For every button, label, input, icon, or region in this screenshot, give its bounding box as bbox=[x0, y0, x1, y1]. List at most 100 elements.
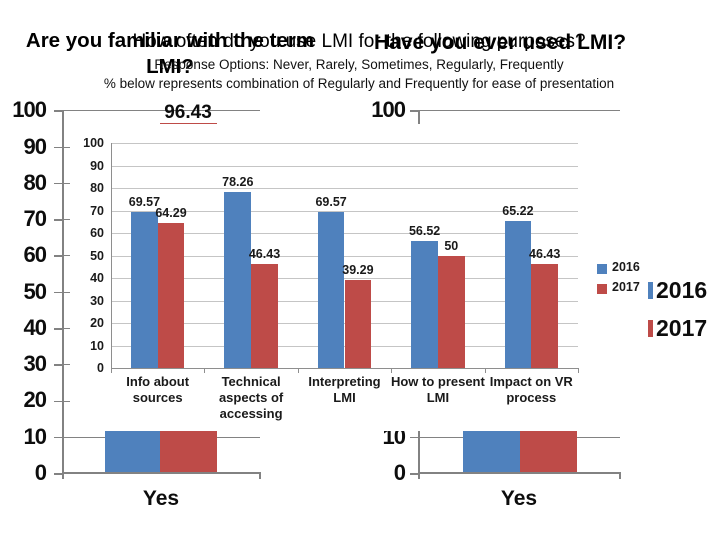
category-label: Technical aspects of accessing bbox=[218, 374, 284, 421]
bar-2016 bbox=[504, 221, 532, 368]
y-axis-label: 100 bbox=[12, 97, 47, 122]
bar-2016 bbox=[317, 211, 345, 368]
y-axis-label: 70 bbox=[90, 204, 104, 218]
value-label: 64.29 bbox=[155, 206, 187, 221]
y-axis-label: 40 bbox=[23, 315, 47, 340]
y-axis-label: 20 bbox=[23, 387, 47, 412]
y-axis-label: 100 bbox=[371, 97, 406, 122]
category-label-yes: Yes bbox=[500, 487, 538, 510]
y-axis-label: 90 bbox=[90, 159, 104, 173]
y-axis-tick bbox=[54, 473, 62, 475]
value-label: 39.29 bbox=[342, 262, 374, 277]
title-are-you-familiar-line1: Are you familiar with the term bbox=[25, 29, 315, 52]
bar-2017 bbox=[531, 263, 558, 368]
legend-label-2016: 2016 bbox=[612, 260, 640, 274]
legend-swatch-2016 bbox=[597, 264, 607, 274]
y-axis-tick bbox=[54, 436, 62, 439]
bar-2017 bbox=[437, 255, 465, 368]
x-axis-tick bbox=[111, 368, 112, 373]
title-are-you-familiar-line2: LMI? bbox=[146, 55, 194, 78]
bar-2016 bbox=[411, 240, 438, 368]
y-axis-tick bbox=[410, 110, 418, 112]
bar-2017 bbox=[344, 279, 372, 368]
y-axis-tick bbox=[54, 291, 62, 294]
title-are-you-familiar: Are you familiar with the term LMI? bbox=[18, 28, 322, 80]
x-axis-tick bbox=[297, 368, 299, 373]
y-axis-label: 80 bbox=[90, 181, 104, 195]
y-axis-tick bbox=[410, 436, 418, 439]
gridline bbox=[62, 110, 260, 112]
value-label: 78.26 bbox=[222, 174, 254, 189]
x-axis-tick bbox=[62, 472, 64, 479]
gridline bbox=[111, 255, 578, 257]
y-axis-line bbox=[111, 143, 112, 368]
y-axis-tick bbox=[54, 364, 62, 366]
legend-label-2016: 2016 bbox=[656, 277, 708, 303]
y-axis-label: 40 bbox=[90, 271, 104, 285]
bar-2016 bbox=[224, 191, 252, 368]
y-axis-label: 10 bbox=[23, 424, 47, 449]
value-label: 50 bbox=[444, 238, 459, 253]
x-axis-tick bbox=[259, 472, 261, 479]
y-axis-line bbox=[62, 110, 64, 478]
x-axis-line bbox=[111, 368, 578, 369]
value-label: 69.57 bbox=[315, 194, 347, 209]
x-axis-line bbox=[418, 472, 620, 474]
y-axis-label: 30 bbox=[90, 294, 104, 308]
y-axis-tick bbox=[54, 255, 62, 257]
y-axis-label: 50 bbox=[90, 249, 104, 263]
y-axis-label: 10 bbox=[90, 339, 104, 353]
x-axis-tick bbox=[204, 368, 206, 373]
legend-key-2017 bbox=[644, 320, 653, 337]
gridline bbox=[111, 233, 578, 234]
title-have-you-ever-used: Have you ever used LMI? bbox=[374, 31, 627, 54]
y-axis-label: 0 bbox=[97, 361, 104, 375]
y-axis-label: 70 bbox=[23, 206, 47, 231]
y-axis-tick bbox=[410, 473, 418, 475]
y-axis-tick bbox=[54, 146, 62, 149]
legend-label-2017: 2017 bbox=[612, 280, 640, 294]
y-axis-label: 60 bbox=[23, 242, 47, 267]
x-axis-tick bbox=[418, 472, 420, 479]
value-label: 46.43 bbox=[529, 246, 561, 261]
subtitle-percent-note: % below represents combination of Regula… bbox=[103, 76, 615, 91]
value-label: 46.43 bbox=[248, 246, 281, 261]
y-axis-label: 0 bbox=[393, 460, 406, 485]
title-how-often-use-lmi: How often do you use LMI for the followi… bbox=[132, 31, 586, 52]
value-label: 56.52 bbox=[408, 223, 441, 238]
gridline bbox=[111, 210, 578, 212]
gridline bbox=[111, 165, 578, 167]
bar-2016 bbox=[131, 211, 158, 368]
gridline bbox=[418, 110, 620, 112]
gridline bbox=[111, 143, 578, 144]
legend-label-2017: 2017 bbox=[656, 315, 708, 341]
value-label: 65.22 bbox=[502, 204, 534, 219]
y-axis-tick bbox=[54, 219, 62, 221]
x-axis-tick bbox=[578, 368, 579, 373]
x-axis-line bbox=[62, 472, 260, 474]
x-axis-tick bbox=[619, 472, 621, 479]
legend-swatch-2017 bbox=[597, 284, 607, 294]
value-label: 69.57 bbox=[128, 194, 161, 209]
y-axis-label: 50 bbox=[23, 279, 47, 304]
x-axis-tick bbox=[391, 368, 393, 373]
y-axis-label: 60 bbox=[90, 226, 104, 240]
category-label: Impact on VR process bbox=[489, 374, 573, 405]
y-axis-label: 80 bbox=[23, 170, 47, 195]
chart-how-often-use-lmi: 0 10 20 30 40 50 60 70 80 90 100 69.57 64.29 Info abo… bbox=[70, 124, 648, 431]
legend-key-2016 bbox=[644, 282, 653, 299]
y-axis-label: 20 bbox=[90, 316, 104, 330]
y-axis-tick bbox=[54, 328, 62, 330]
bar-2017 bbox=[251, 263, 278, 368]
category-label-yes: Yes bbox=[142, 487, 180, 510]
y-axis-label: 100 bbox=[83, 136, 104, 150]
y-axis-label: 90 bbox=[23, 134, 47, 159]
y-axis-label: 0 bbox=[34, 460, 47, 485]
gridline bbox=[111, 188, 578, 189]
category-label: Info about sources bbox=[126, 374, 190, 405]
gridline bbox=[111, 278, 578, 279]
bar-2017 bbox=[157, 223, 185, 368]
y-axis-tick bbox=[54, 182, 62, 185]
category-label: How to present LMI bbox=[390, 374, 485, 405]
